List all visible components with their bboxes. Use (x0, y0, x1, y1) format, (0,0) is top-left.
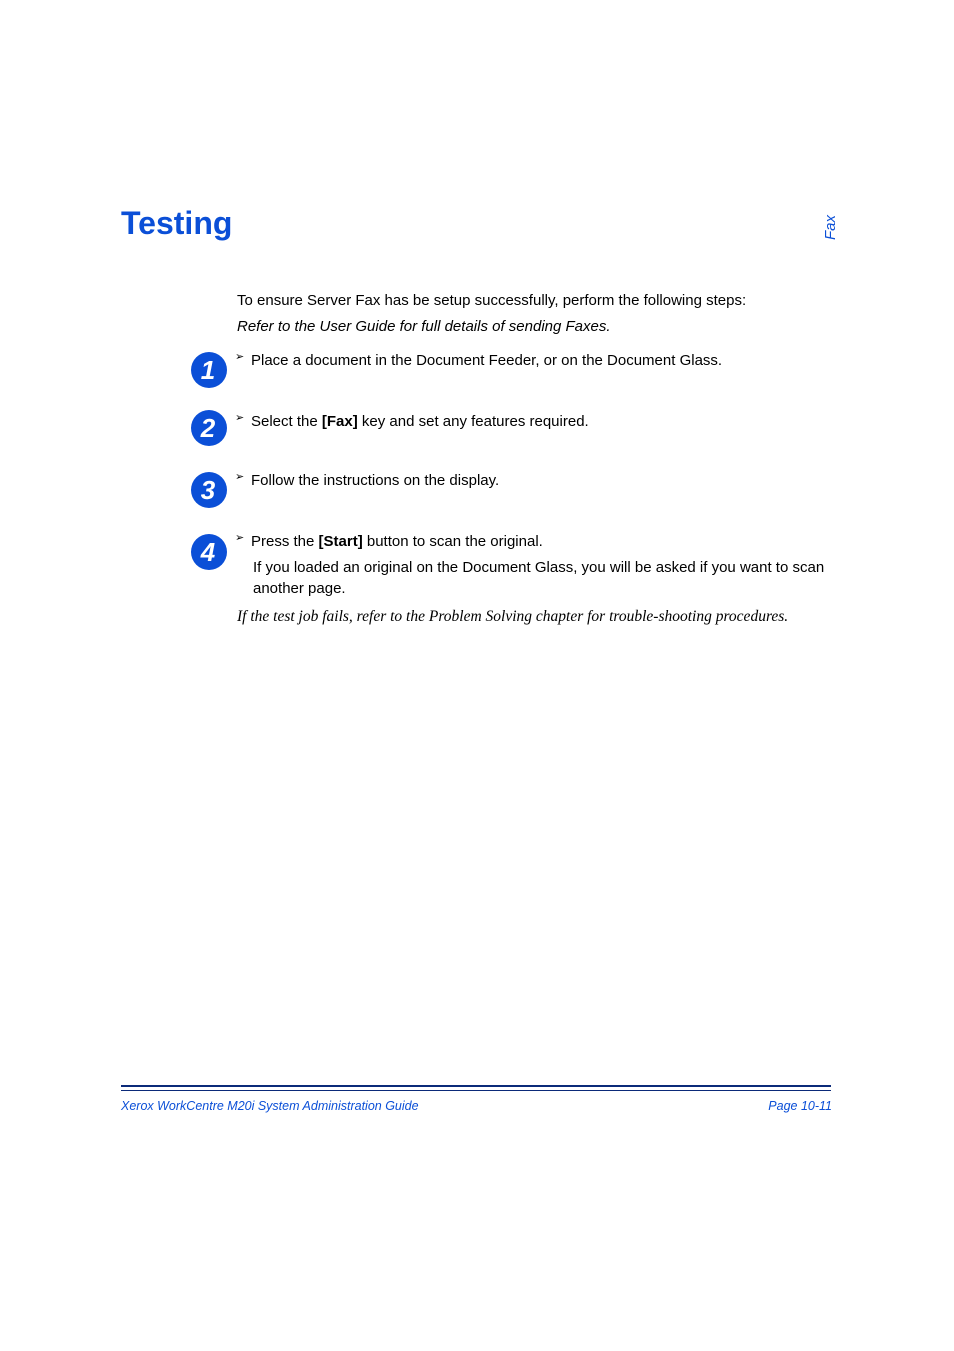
step-number: 3 (201, 477, 215, 503)
page-heading: Testing (121, 205, 232, 242)
step-4-line-1: Press the [Start] button to scan the ori… (237, 532, 832, 552)
bullet-arrow-icon (237, 476, 245, 484)
bullet-arrow-icon (237, 356, 245, 364)
intro-paragraph: To ensure Server Fax has be setup succes… (237, 292, 837, 309)
step-3-line-1: Follow the instructions on the display. (251, 472, 499, 489)
step-badge-1: 1 (191, 352, 227, 388)
step-2-key: [Fax] (322, 413, 358, 430)
badge-circle-icon: 1 (191, 352, 227, 388)
footer-doc-title: Xerox WorkCentre M20i System Administrat… (121, 1099, 419, 1113)
bullet-arrow-icon (237, 537, 245, 545)
step-number: 1 (201, 357, 215, 383)
footer-page-number: Page 10-11 (768, 1099, 832, 1113)
intro-note: Refer to the User Guide for full details… (237, 318, 837, 335)
footer-rule-bottom (121, 1090, 831, 1091)
step-1-line-1: Place a document in the Document Feeder,… (251, 352, 722, 369)
step-number: 4 (201, 539, 215, 565)
step-1-text: Place a document in the Document Feeder,… (237, 351, 832, 371)
badge-circle-icon: 3 (191, 472, 227, 508)
step-4-key: [Start] (319, 533, 363, 550)
step-2-text: Select the [Fax] key and set any feature… (237, 412, 832, 432)
step-badge-3: 3 (191, 472, 227, 508)
footer-rule-top (121, 1085, 831, 1087)
step-badge-2: 2 (191, 410, 227, 446)
step-4-text: Press the [Start] button to scan the ori… (237, 532, 832, 599)
step-badge-4: 4 (191, 534, 227, 570)
step-4-post: button to scan the original. (363, 533, 543, 550)
step-4-line-2: If you loaded an original on the Documen… (237, 558, 832, 599)
document-page: Testing Fax To ensure Server Fax has be … (0, 0, 954, 1351)
closing-note: If the test job fails, refer to the Prob… (237, 608, 837, 626)
step-3-text: Follow the instructions on the display. (237, 471, 832, 491)
step-2-post: key and set any features required. (358, 413, 589, 430)
bullet-arrow-icon (237, 417, 245, 425)
step-number: 2 (201, 415, 215, 441)
step-4-pre: Press the (251, 533, 319, 550)
section-side-label: Fax (822, 215, 839, 240)
badge-circle-icon: 4 (191, 534, 227, 570)
badge-circle-icon: 2 (191, 410, 227, 446)
step-2-pre: Select the (251, 413, 322, 430)
